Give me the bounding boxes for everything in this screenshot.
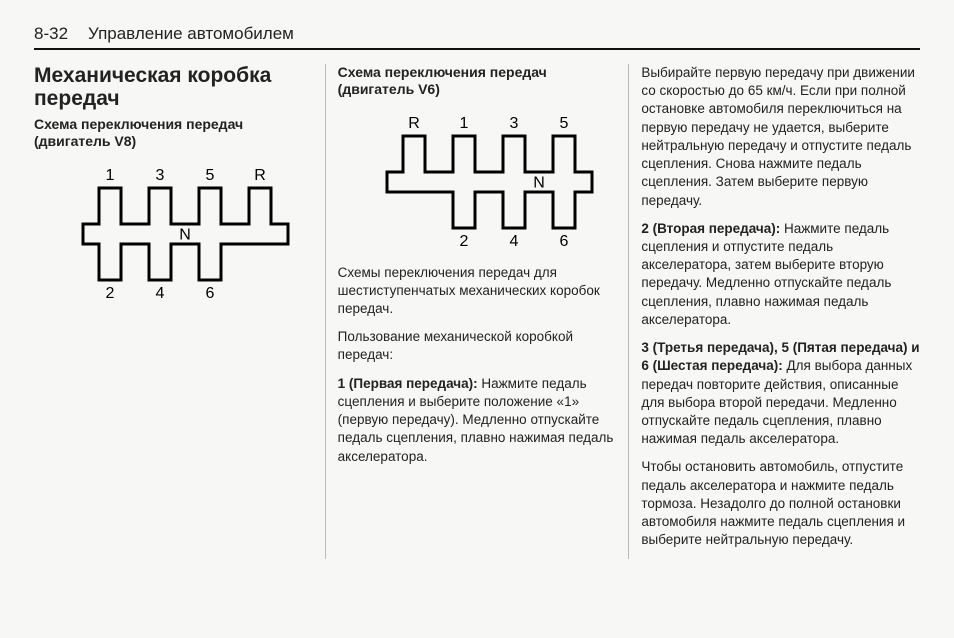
para-first-gear-use: Выбирайте первую передачу при движении с… [641,64,920,210]
shift-pattern-svg-v6: R 1 3 5 2 4 6 N [357,108,597,248]
svg-text:N: N [180,226,192,243]
page-number: 8-32 [34,24,68,44]
svg-text:4: 4 [156,285,165,300]
para-usage: Пользование механической коробкой переда… [338,328,617,364]
svg-text:6: 6 [560,233,569,248]
gear2-text: Нажмите педаль сцепления и отпустите пед… [641,221,891,327]
svg-text:1: 1 [106,167,115,184]
svg-text:6: 6 [206,285,215,300]
svg-text:3: 3 [510,115,519,132]
svg-text:2: 2 [460,233,469,248]
column-3: Выбирайте первую передачу при движении с… [628,64,920,559]
manual-page: 8-32 Управление автомобилем Механическая… [0,0,954,638]
column-2: Схема переключения передач (двигатель V6… [325,64,629,559]
para-schemes: Схемы переключения передач для шестиступ… [338,264,617,319]
main-heading: Механическая коробка передач [34,64,313,110]
svg-text:4: 4 [510,233,519,248]
subtitle-v8: Схема переключения передач (двигатель V8… [34,116,313,150]
shift-diagram-v6: R 1 3 5 2 4 6 N [338,108,617,248]
svg-text:R: R [255,167,267,184]
svg-text:5: 5 [560,115,569,132]
column-1: Механическая коробка передач Схема перек… [34,64,325,559]
svg-text:5: 5 [206,167,215,184]
subtitle-v6: Схема переключения передач (двигатель V6… [338,64,617,98]
svg-text:N: N [533,174,545,191]
gear1-label: 1 (Первая передача): [338,376,478,391]
columns: Механическая коробка передач Схема перек… [34,64,920,559]
svg-text:R: R [408,115,420,132]
section-title: Управление автомобилем [88,24,294,44]
para-stop: Чтобы остановить автомобиль, отпустите п… [641,458,920,549]
page-header: 8-32 Управление автомобилем [34,24,920,50]
svg-text:2: 2 [106,285,115,300]
para-gear2: 2 (Вторая передача): Нажмите педаль сцеп… [641,220,920,329]
para-gear356: 3 (Третья передача), 5 (Пятая передача) … [641,339,920,448]
gear2-label: 2 (Вторая передача): [641,221,780,236]
shift-pattern-svg-v8: 1 3 5 R 2 4 6 N [53,160,293,300]
shift-diagram-v8: 1 3 5 R 2 4 6 N [34,160,313,300]
para-gear1: 1 (Первая передача): Нажмите педаль сцеп… [338,375,617,466]
svg-text:1: 1 [460,115,469,132]
svg-text:3: 3 [156,167,165,184]
